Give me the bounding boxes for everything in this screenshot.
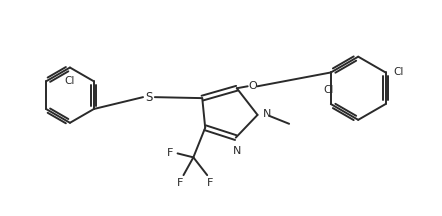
- Text: F: F: [207, 178, 213, 188]
- Text: F: F: [177, 178, 184, 188]
- Text: N: N: [232, 146, 241, 157]
- Text: Cl: Cl: [324, 85, 334, 95]
- Text: F: F: [167, 148, 174, 158]
- Text: N: N: [263, 109, 271, 119]
- Text: Cl: Cl: [65, 76, 75, 86]
- Text: S: S: [145, 91, 152, 104]
- Text: O: O: [248, 81, 257, 91]
- Text: Cl: Cl: [393, 67, 404, 78]
